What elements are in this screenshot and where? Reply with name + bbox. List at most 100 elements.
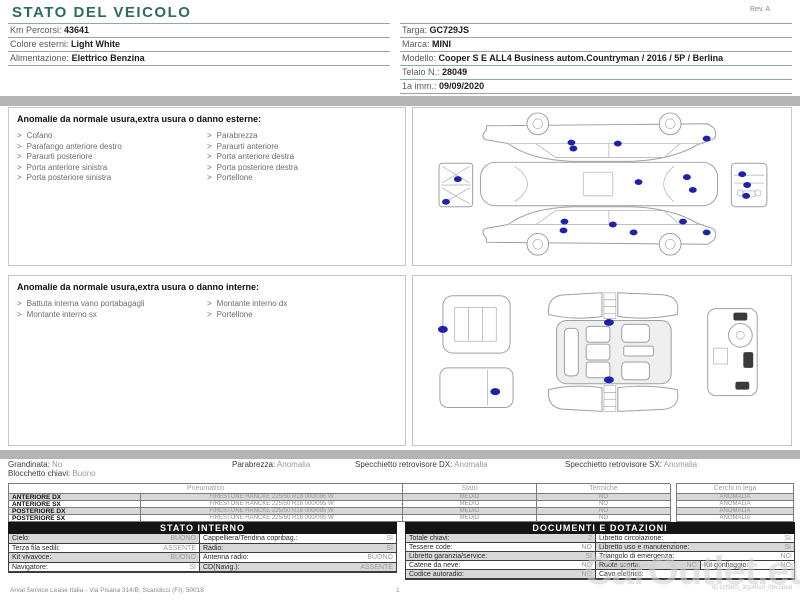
list-marker: > bbox=[17, 141, 22, 151]
anomaly-item: > Parafango anteriore destro bbox=[17, 142, 207, 153]
info-row-km: Km Percorsi: 43641 bbox=[8, 23, 390, 38]
revision-label: Rev. A bbox=[750, 6, 771, 13]
tyre-position: ANTERIORE SX bbox=[9, 501, 141, 508]
kv-label: Totale chiavi: bbox=[409, 535, 450, 542]
anomaly-item: > Parabrezza bbox=[207, 131, 397, 142]
interior-damage-dots bbox=[437, 318, 614, 396]
kv-label: Tessere code: bbox=[409, 544, 453, 551]
kv-row: CD(Navig.): ASSENTE bbox=[200, 562, 396, 572]
kv-row: Totale chiavi: 2 bbox=[406, 534, 596, 543]
summary-value: Anomalia bbox=[454, 460, 488, 469]
field-label: Km Percorsi: bbox=[10, 25, 62, 35]
anomaly-label: Montante interno sx bbox=[26, 309, 97, 319]
info-row-immatricolazione: 1a imm.: 09/09/2020 bbox=[400, 80, 792, 94]
cerchi-value: ANOMALIA bbox=[677, 501, 794, 508]
kv-value: SI bbox=[189, 563, 196, 571]
kv-value: SI bbox=[386, 535, 393, 542]
field-value: GC729JS bbox=[429, 25, 470, 35]
anomaly-label: Portellone bbox=[216, 309, 253, 319]
tyre-termiche: NO bbox=[537, 494, 671, 501]
summary-label: Grandinata: bbox=[8, 460, 50, 469]
summary-value: Anomalia bbox=[276, 460, 311, 469]
anomaly-label: Paraurti posteriore bbox=[26, 152, 93, 161]
list-marker: > bbox=[207, 141, 212, 151]
interior-anomalies-col1: > Battuta interna vano portabagagli > Mont… bbox=[17, 299, 207, 320]
kv-value: NO bbox=[780, 553, 792, 560]
field-label: Marca: bbox=[402, 39, 430, 49]
anomaly-label: Montante interno dx bbox=[216, 299, 288, 308]
summary-grandinata: Grandinata: No bbox=[8, 460, 62, 469]
list-marker: > bbox=[207, 131, 212, 140]
stato-interno-header: STATO INTERNO bbox=[8, 522, 397, 534]
anomaly-item: > Porta anteriore destra bbox=[207, 152, 397, 163]
caroutlet-watermark: CarOutlet.eu bbox=[584, 549, 800, 593]
kv-row: Cavo elettrico: bbox=[596, 570, 794, 579]
interior-damage-diagram-panel bbox=[412, 275, 792, 446]
interior-anomalies-col2: > Montante interno dx > Portellone bbox=[207, 299, 397, 320]
kv-value: NO bbox=[686, 562, 698, 569]
section-divider-bar bbox=[0, 450, 800, 459]
footer-company: Arval Service Lease Italia - Via Pisana … bbox=[10, 587, 204, 594]
field-label: Colore esterni: bbox=[10, 39, 69, 49]
kv-row: Libretto uso e manutenzione: SI bbox=[596, 543, 794, 552]
info-row-alimentazione: Alimentazione: Elettrico Benzina bbox=[8, 52, 390, 66]
kv-label: Libretto garanzia/service: bbox=[409, 553, 488, 560]
tyre-position: POSTERIORE SX bbox=[9, 515, 141, 522]
kv-row: Kit vivavoce: BUONO bbox=[9, 553, 200, 563]
kv-value: BUONO bbox=[170, 554, 196, 561]
info-row-telaio: Telaio N.: 28049 bbox=[400, 66, 792, 80]
summary-value: Anomalia bbox=[663, 460, 698, 469]
cerchi-value: ANOMALIA bbox=[677, 515, 794, 522]
tyre-termiche: NO bbox=[537, 501, 671, 508]
car-side-view-bottom bbox=[482, 206, 717, 256]
kv-row: Terza fila sedili: ASSENTE bbox=[9, 543, 200, 553]
kv-value: SI bbox=[386, 544, 393, 552]
kv-row-split: Ruota scorta: NO Kit gonfiaggio: NO bbox=[596, 561, 794, 570]
anomaly-item: > Battuta interna vano portabagagli bbox=[17, 299, 207, 310]
kv-row: Tessere code: NO bbox=[406, 543, 596, 552]
summary-value: No bbox=[52, 460, 63, 469]
kv-label: Ruota scorta: bbox=[599, 562, 641, 569]
anomaly-item: > Cofano bbox=[17, 131, 207, 142]
field-value: Elettrico Benzina bbox=[71, 53, 145, 63]
kv-row: Cappelliera/Tendina copribag.: SI bbox=[200, 534, 396, 544]
kv-row: Cielo: BUONO bbox=[9, 534, 200, 544]
summary-label: Blocchetto chiavi: bbox=[8, 469, 71, 478]
kv-label: Antenna radio: bbox=[203, 554, 249, 561]
exterior-anomalies-title: Anomalie da normale usura,extra usura o … bbox=[17, 114, 262, 124]
vehicle-info-left: Km Percorsi: 43641 Colore esterni: Light… bbox=[8, 23, 390, 66]
list-marker: > bbox=[207, 299, 212, 308]
field-value: 28049 bbox=[442, 67, 468, 77]
kv-label: Libretto uso e manutenzione: bbox=[599, 544, 690, 551]
list-marker: > bbox=[207, 309, 212, 319]
kv-label: Libretto circolazione: bbox=[599, 535, 664, 542]
interior-damage-diagram bbox=[437, 292, 758, 412]
field-value: 09/09/2020 bbox=[439, 81, 485, 91]
cabin-plan-view bbox=[547, 292, 679, 412]
field-value: Cooper S E ALL4 Business autom.Countryma… bbox=[438, 53, 724, 63]
tyre-position: ANTERIORE DX bbox=[9, 494, 141, 501]
anomaly-label: Porta posteriore destra bbox=[216, 162, 299, 172]
anomaly-label: Portellone bbox=[216, 173, 253, 182]
info-row-marca: Marca: MINI bbox=[400, 38, 792, 52]
exterior-anomalies-panel: Anomalie da normale usura,extra usura o … bbox=[8, 107, 406, 266]
list-marker: > bbox=[207, 152, 212, 161]
kv-label: Kit gonfiaggio: bbox=[704, 562, 749, 569]
list-marker: > bbox=[17, 173, 22, 182]
anomaly-label: Porta anteriore destra bbox=[216, 152, 295, 161]
kv-label: Cielo: bbox=[12, 535, 30, 542]
anomaly-label: Porta posteriore sinistra bbox=[26, 173, 112, 182]
kv-value: NO bbox=[581, 544, 593, 551]
list-marker: > bbox=[207, 173, 212, 182]
footer-watermark-id: ID czf9bG_3cp40u0_0bv2Bud bbox=[711, 585, 792, 591]
anomaly-item: > Portellone bbox=[207, 173, 397, 184]
list-marker: > bbox=[207, 162, 212, 172]
anomaly-item: > Montante interno sx bbox=[17, 310, 207, 321]
kv-value: SI bbox=[585, 553, 592, 560]
kv-row: Codice autoradio: NO bbox=[406, 570, 596, 579]
kv-value: NO bbox=[780, 562, 792, 569]
list-marker: > bbox=[17, 131, 22, 140]
tyre-description: FIRESTONE HANCKE 225/50 R18 000/095 W bbox=[141, 501, 403, 508]
kv-label: CD(Navig.): bbox=[203, 563, 240, 571]
